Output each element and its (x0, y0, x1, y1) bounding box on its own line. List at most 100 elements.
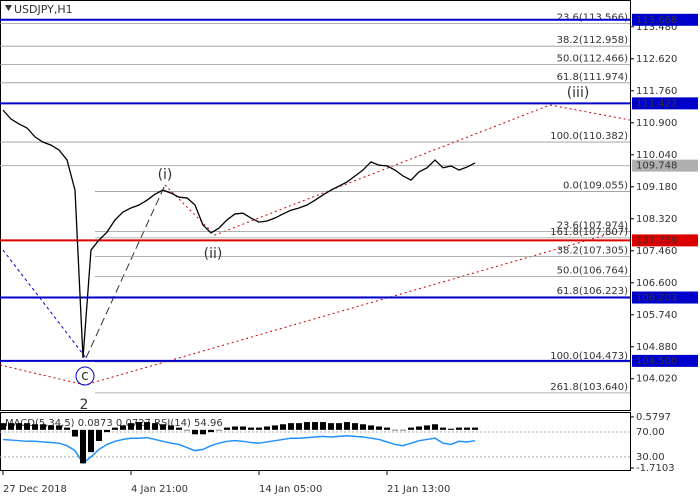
fib-label: 100.0(104.473) (550, 351, 628, 362)
wave-circle (75, 366, 95, 386)
y-tick-label: 113.480 (636, 22, 677, 33)
fib-label: 50.0(112.466) (557, 54, 629, 65)
macd-bar (208, 429, 214, 433)
macd-bar (288, 423, 294, 430)
macd-bar (80, 429, 86, 464)
macd-bar (64, 427, 70, 430)
macd-bar (472, 427, 478, 430)
fib-label: 50.0(106.764) (557, 266, 629, 277)
y-tick-label: 110.040 (636, 150, 677, 161)
macd-bar (376, 426, 382, 430)
macd-bar (408, 427, 414, 430)
price-line (2, 109, 476, 358)
chart-title: USDJPY,H1 (14, 3, 73, 16)
fib-label: 100.0(110.382) (550, 131, 628, 142)
wave-label: (iii) (567, 85, 590, 101)
level-label: 104.500 (636, 356, 677, 367)
macd-bar (216, 429, 222, 431)
x-tick-label: 4 Jan 21:00 (131, 484, 188, 495)
macd-bar (136, 422, 142, 430)
fib-label: 61.8(106.223) (557, 286, 629, 297)
macd-bar (296, 423, 302, 430)
level-label: 106.203 (636, 293, 677, 304)
y-tick-label: 108.320 (636, 214, 677, 225)
macd-bar (192, 429, 198, 435)
macd-bar (280, 424, 286, 430)
y-tick-label: 107.460 (636, 246, 677, 257)
macd-bar (16, 423, 22, 430)
wave-line (2, 249, 87, 359)
macd-bar (248, 427, 254, 430)
fib-label: 23.6(107.974) (557, 221, 629, 232)
level-box (632, 13, 698, 26)
y-tick-label: 109.180 (636, 182, 677, 193)
wave-label: 2 (80, 397, 89, 413)
y2-tick-label: 0.5797 (636, 412, 671, 423)
macd-bar (352, 423, 358, 430)
wave-channel (164, 104, 631, 236)
x-tick-label: 21 Jan 13:00 (387, 484, 450, 495)
level-label: 113.668 (636, 15, 677, 26)
fib-label: 61.8(111.974) (557, 72, 629, 83)
macd-bar (184, 429, 190, 431)
macd-bar (336, 423, 342, 430)
y2-tick-label: -1.7103 (636, 463, 675, 474)
x-tick-label: 27 Dec 2018 (3, 484, 67, 495)
macd-bar (56, 425, 62, 430)
level-box (632, 291, 698, 304)
macd-bar (224, 427, 230, 430)
y-tick-label: 112.620 (636, 54, 677, 65)
level-label: 109.748 (636, 161, 677, 172)
y-tick-label: 104.020 (636, 374, 677, 385)
macd-bar (240, 426, 246, 430)
wave-line (85, 184, 166, 359)
level-box (632, 354, 698, 367)
macd-bar (88, 429, 94, 453)
symbol-icon (5, 5, 12, 11)
wave-label: (ii) (204, 246, 223, 262)
y-tick-label: 106.600 (636, 278, 677, 289)
macd-bar (304, 422, 310, 430)
wave-label: c (81, 368, 89, 384)
macd-bar (424, 425, 430, 430)
macd-bar (400, 429, 406, 431)
level-label: 111.422 (636, 98, 677, 109)
fib-label: 23.6(113.566) (557, 13, 629, 24)
macd-bar (464, 427, 470, 430)
macd-bar (112, 427, 118, 430)
macd-bar (440, 427, 446, 430)
x-tick-label: 14 Jan 05:00 (259, 484, 322, 495)
macd-bar (160, 424, 166, 430)
indicator-frame (0, 412, 631, 471)
macd-bar (312, 422, 318, 430)
macd-bar (384, 427, 390, 430)
macd-bar (72, 429, 78, 437)
macd-bar (344, 422, 350, 430)
macd-bar (128, 423, 134, 430)
level-box (632, 159, 698, 172)
macd-bar (8, 423, 14, 430)
macd-bar (392, 429, 398, 431)
fib-label: 0.0(109.055) (563, 180, 628, 191)
macd-bar (144, 422, 150, 430)
y-tick-label: 105.740 (636, 310, 677, 321)
macd-bar (32, 424, 38, 430)
fib-label: 38.2(112.958) (557, 35, 629, 46)
macd-bar (120, 425, 126, 430)
y-tick-label: 30.00 (636, 452, 665, 463)
fib-label: 38.2(107.305) (557, 246, 629, 257)
macd-bar (416, 426, 422, 430)
macd-bar (360, 424, 366, 430)
price-frame (0, 0, 631, 411)
macd-bar (40, 424, 46, 430)
wave-channel (0, 227, 631, 386)
macd-bar (368, 425, 374, 430)
macd-bar (328, 423, 334, 430)
wave-label: (i) (158, 167, 173, 183)
macd-bar (0, 423, 6, 430)
y-tick-label: 111.760 (636, 86, 677, 97)
macd-bar (168, 425, 174, 430)
y-tick-label: 70.00 (636, 427, 665, 438)
